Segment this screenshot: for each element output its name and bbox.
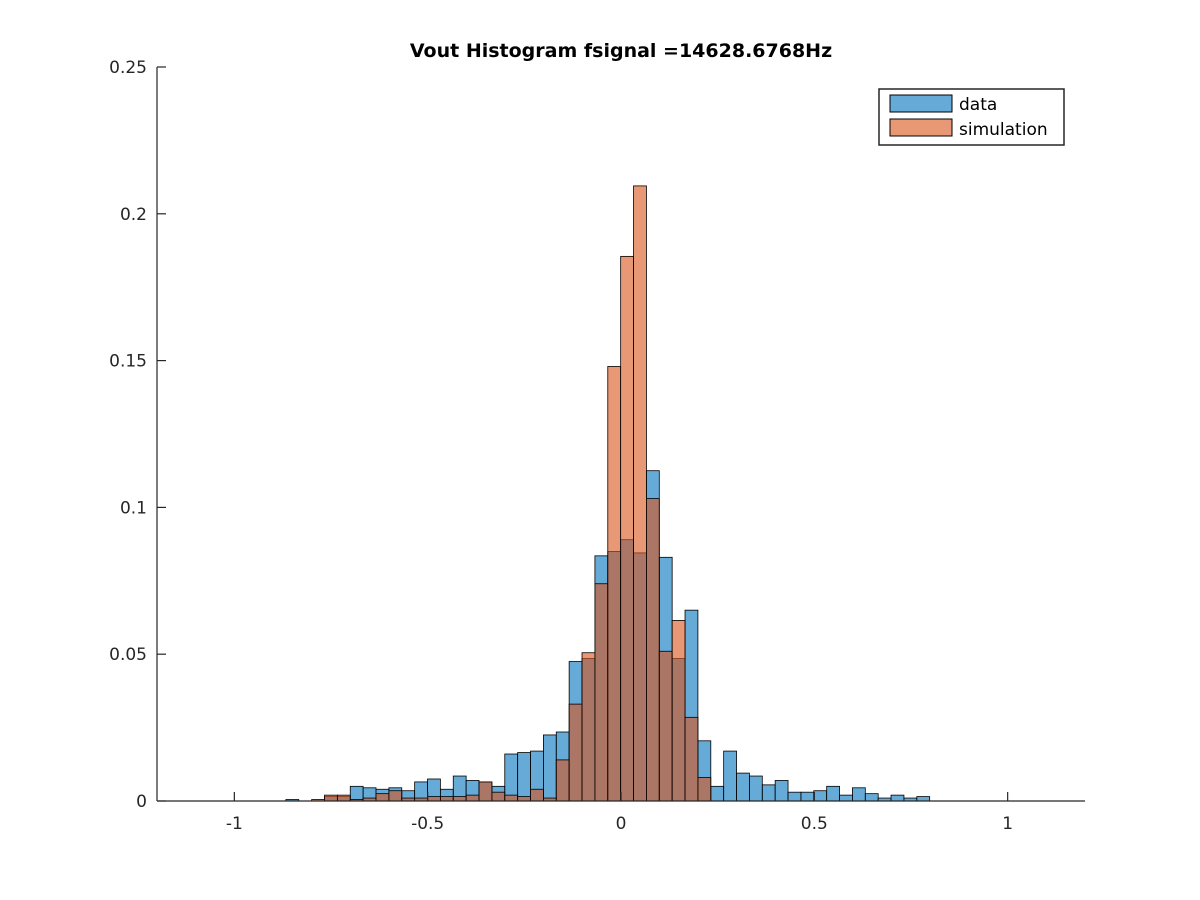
y-tick-label: 0.15 — [109, 352, 147, 372]
bar-simulation-3 — [324, 794, 338, 802]
bar-data-34 — [723, 750, 737, 802]
y-tick-label: 0 — [136, 792, 147, 812]
legend-swatch-data — [889, 94, 953, 113]
bar-simulation-17 — [504, 794, 519, 802]
bar-simulation-31 — [684, 716, 699, 802]
bar-simulation-11 — [427, 796, 441, 802]
x-tick-label: -0.5 — [411, 814, 444, 834]
bar-data-42 — [826, 785, 840, 802]
x-tick-label: 1 — [1002, 814, 1013, 834]
bar-data-43 — [839, 794, 853, 802]
bar-simulation-19 — [530, 788, 544, 802]
bar-simulation-27 — [633, 185, 647, 802]
bar-simulation-14 — [465, 794, 480, 802]
bar-simulation-24 — [594, 583, 609, 802]
bar-data-49 — [916, 796, 931, 802]
x-tick-label: -1 — [226, 814, 243, 834]
bar-simulation-32 — [697, 777, 712, 802]
bar-data-47 — [890, 794, 905, 802]
bar-data-39 — [787, 791, 802, 802]
bar-data-41 — [813, 790, 828, 802]
bar-data-5 — [349, 785, 364, 802]
legend-label-simulation: simulation — [959, 120, 1048, 140]
legend-swatch-simulation — [889, 118, 953, 137]
bar-data-18 — [517, 752, 531, 802]
legend-label-data: data — [959, 95, 997, 115]
bar-data-33 — [710, 785, 725, 802]
bar-simulation-21 — [555, 759, 570, 802]
bar-simulation-12 — [439, 796, 454, 802]
bar-simulation-25 — [607, 366, 622, 802]
bar-data-36 — [749, 775, 763, 802]
bar-simulation-22 — [568, 703, 583, 802]
bar-simulation-23 — [581, 652, 596, 802]
bar-data-40 — [800, 791, 815, 802]
bar-simulation-28 — [646, 498, 660, 802]
bar-simulation-16 — [491, 791, 506, 802]
y-tick-label: 0.05 — [109, 645, 147, 665]
bar-data-38 — [774, 780, 789, 802]
x-tick-label: 0.5 — [801, 814, 828, 834]
bar-data-17 — [504, 753, 519, 802]
bar-simulation-7 — [375, 793, 390, 802]
bar-data-37 — [761, 784, 776, 802]
chart-title: Vout Histogram fsignal =14628.6768Hz — [410, 40, 832, 62]
bar-simulation-4 — [336, 794, 351, 802]
legend: data simulation — [878, 88, 1065, 146]
bar-data-44 — [852, 787, 866, 802]
x-tick-label: 0 — [616, 814, 627, 834]
bar-data-45 — [864, 793, 879, 802]
bar-data-35 — [736, 772, 750, 802]
bar-simulation-30 — [671, 620, 686, 802]
bar-simulation-8 — [388, 790, 403, 802]
bar-simulation-13 — [452, 796, 467, 802]
bar-simulation-18 — [517, 796, 531, 802]
y-tick-label: 0.2 — [120, 205, 147, 225]
axes-layer: -1 -0.5 0 0.5 1 0 0.05 0.1 0.15 0.2 0.25 — [109, 58, 1085, 834]
bar-simulation-29 — [658, 650, 673, 802]
bar-simulation-15 — [478, 781, 493, 802]
y-tick-label: 0.1 — [120, 498, 147, 518]
bar-simulation-26 — [620, 255, 634, 802]
bar-data-20 — [543, 734, 557, 802]
y-tick-label: 0.25 — [109, 58, 147, 78]
